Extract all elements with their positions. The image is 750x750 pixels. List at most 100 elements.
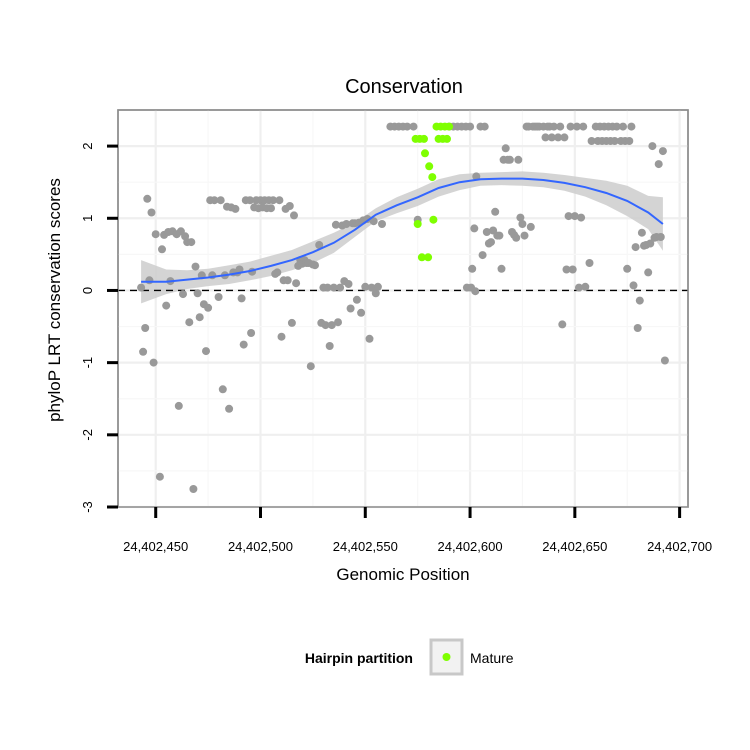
- point-other: [629, 281, 638, 290]
- point-other: [497, 264, 506, 273]
- point-other: [556, 122, 565, 131]
- point-other: [623, 264, 632, 273]
- point-other: [564, 212, 573, 221]
- point-other: [373, 282, 382, 291]
- point-other: [547, 133, 556, 142]
- y-tick-label: -2: [80, 429, 95, 441]
- legend-title: Hairpin partition: [305, 650, 413, 666]
- point-mature: [443, 134, 451, 143]
- legend-entry-mature: Mature: [470, 650, 514, 666]
- point-other: [195, 313, 204, 322]
- point-mature: [429, 215, 438, 224]
- x-tick-label: 24,402,600: [438, 539, 503, 554]
- point-other: [292, 279, 301, 288]
- y-tick-label: -1: [80, 357, 95, 369]
- plot-panel: [117, 109, 689, 508]
- point-other: [143, 194, 152, 203]
- point-other: [581, 282, 590, 291]
- point-other: [329, 283, 338, 292]
- point-other: [247, 329, 256, 337]
- point-other: [210, 196, 219, 205]
- point-other: [365, 334, 374, 343]
- point-other: [656, 233, 665, 241]
- point-other: [646, 239, 655, 248]
- point-other: [334, 318, 342, 327]
- y-axis-label: phyloP LRT conservation scores: [45, 178, 64, 422]
- point-other: [145, 276, 154, 285]
- point-other: [512, 233, 521, 242]
- point-other: [491, 207, 500, 216]
- point-other: [361, 282, 370, 291]
- point-mature: [428, 173, 437, 182]
- point-other: [644, 268, 653, 277]
- point-other: [633, 324, 642, 332]
- point-other: [637, 228, 646, 237]
- point-other: [269, 196, 278, 205]
- point-other: [141, 324, 150, 332]
- point-mature: [413, 220, 422, 228]
- point-other: [344, 280, 353, 288]
- point-other: [478, 251, 487, 260]
- point-other: [566, 122, 575, 131]
- point-other: [526, 222, 535, 231]
- point-mature: [445, 122, 454, 131]
- point-other: [327, 321, 336, 330]
- legend-key-mature: [442, 653, 451, 661]
- point-other: [587, 137, 596, 145]
- point-other: [577, 213, 586, 222]
- x-tick-label: 24,402,500: [228, 539, 293, 554]
- point-other: [218, 385, 227, 394]
- point-other: [283, 276, 292, 285]
- legend: Hairpin partition Mature: [305, 638, 514, 676]
- point-other: [237, 294, 246, 303]
- point-other: [155, 472, 164, 481]
- point-other: [575, 283, 583, 292]
- point-other: [357, 308, 366, 317]
- point-other: [231, 204, 240, 213]
- point-other: [409, 122, 418, 131]
- point-other: [505, 155, 514, 164]
- point-other: [216, 196, 225, 205]
- y-axis: -3 -2 -1 0 1 2: [80, 142, 118, 513]
- point-other: [560, 133, 569, 142]
- point-other: [625, 137, 634, 145]
- point-other: [371, 289, 380, 298]
- point-other: [346, 304, 355, 313]
- point-other: [658, 147, 667, 156]
- point-other: [147, 208, 156, 217]
- point-other: [225, 404, 234, 413]
- point-other: [403, 122, 412, 131]
- point-other: [275, 196, 284, 205]
- point-other: [342, 220, 351, 228]
- point-other: [541, 133, 550, 142]
- point-other: [520, 231, 529, 240]
- point-other: [139, 347, 148, 356]
- point-other: [290, 211, 298, 220]
- y-tick-label: 2: [80, 142, 95, 149]
- point-other: [267, 204, 275, 213]
- point-mature: [417, 253, 426, 262]
- point-other: [179, 290, 187, 299]
- point-mature: [420, 134, 428, 143]
- point-other: [471, 287, 480, 296]
- point-other: [189, 485, 198, 493]
- x-tick-label: 24,402,550: [333, 539, 398, 554]
- point-other: [516, 213, 525, 222]
- point-other: [151, 230, 160, 239]
- point-other: [287, 318, 296, 327]
- point-other: [568, 265, 577, 274]
- x-axis: 24,402,450 24,402,500 24,402,550 24,402,600…: [123, 507, 712, 554]
- point-other: [501, 144, 510, 153]
- point-other: [554, 133, 563, 142]
- point-other: [619, 122, 627, 131]
- point-mature: [424, 253, 433, 262]
- point-other: [331, 220, 340, 229]
- point-other: [549, 122, 558, 131]
- y-tick-label: 0: [80, 287, 95, 294]
- point-other: [191, 262, 200, 271]
- point-other: [285, 202, 294, 210]
- point-other: [367, 283, 376, 292]
- point-other: [570, 212, 579, 221]
- point-other: [470, 224, 479, 233]
